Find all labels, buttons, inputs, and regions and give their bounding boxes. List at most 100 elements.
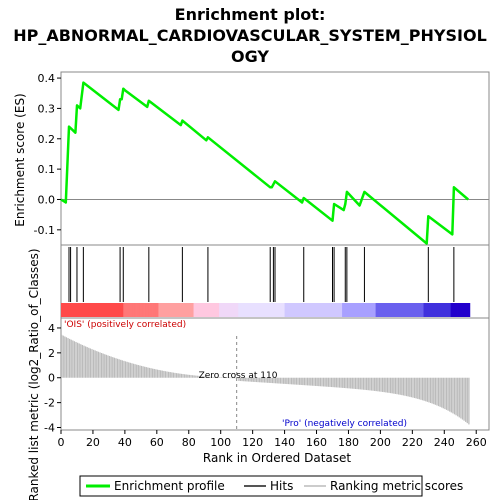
colorbar-segment — [209, 303, 212, 317]
colorbar-segment — [463, 303, 466, 317]
x-ticks: 0 20 40 60 80 100 120 140 160 180 200 220 240 260 — [58, 430, 487, 449]
ranking-metric-bar — [131, 363, 133, 378]
ranking-metric-bar — [405, 377, 408, 397]
colorbar-segment — [420, 303, 423, 317]
ranking-metric-bar — [286, 377, 288, 385]
x-tick-label: 120 — [242, 436, 263, 449]
colorbar-segment — [193, 303, 196, 317]
ranking-metric-bar — [123, 360, 125, 378]
colorbar-segment — [249, 303, 252, 317]
x-tick-label: 220 — [402, 436, 423, 449]
ranking-metric-bar — [361, 377, 363, 390]
x-tick-label: 20 — [86, 436, 100, 449]
ranking-metric-bar — [382, 377, 384, 392]
colorbar-segment — [215, 303, 218, 317]
enrichment-profile-line — [60, 81, 470, 245]
colorbar-segment — [337, 303, 340, 317]
ranking-metric-bar — [209, 376, 211, 378]
ranking-metric-bar — [225, 377, 227, 379]
colorbar-segment — [324, 303, 327, 317]
colorbar-segment — [302, 303, 305, 317]
ranking-metric-bar — [108, 355, 111, 378]
ranking-metric-bar — [394, 377, 397, 394]
colorbar-segment — [439, 303, 442, 317]
ranking-metric-bar — [102, 353, 104, 378]
colorbar-segment — [217, 303, 220, 317]
ranking-metric-bar — [81, 344, 84, 378]
ranking-metric-bar — [410, 377, 413, 398]
ranking-metric-bar — [351, 377, 353, 389]
ranking-metric-bar — [84, 346, 87, 378]
ranking-metric-bar — [211, 376, 213, 378]
colorbar-segment — [139, 303, 142, 317]
colorbar-segment — [191, 303, 194, 317]
colorbar-segment — [345, 303, 348, 317]
colorbar-segment — [175, 303, 178, 317]
ranking-metric-bar — [238, 377, 240, 381]
ranking-metric-bar — [334, 377, 336, 388]
colorbar-segment — [436, 303, 439, 317]
ranked-y-tick-label: -2 — [44, 397, 55, 410]
colorbar-segment — [156, 303, 159, 317]
ranking-metric-bar — [362, 377, 365, 390]
ranking-metric-bar — [132, 363, 135, 378]
ranking-metric-bar — [428, 377, 430, 403]
ranking-metric-bar — [96, 351, 98, 378]
ranking-metric-bar — [466, 377, 468, 424]
colorbar-segment — [91, 303, 94, 317]
ranking-metric-bar — [305, 377, 307, 386]
colorbar-segment — [382, 303, 384, 317]
ranking-metric-bar — [318, 377, 320, 387]
colorbar-segment — [142, 303, 145, 317]
colorbar-segment — [453, 303, 456, 317]
ranking-metric-bar — [112, 357, 114, 378]
colorbar-segment — [311, 303, 314, 317]
ranking-metric-bar — [155, 369, 157, 378]
ranking-metric-bar — [185, 374, 187, 378]
colorbar-segment — [144, 303, 147, 317]
ranking-metric-bar — [124, 361, 127, 378]
colorbar-segment — [375, 303, 378, 317]
ranking-metric-bar — [100, 353, 103, 378]
ranking-metric-bar — [338, 377, 341, 388]
colorbar-segment — [150, 303, 153, 317]
colorbar-segment — [147, 303, 150, 317]
x-tick-label: 100 — [210, 436, 231, 449]
colorbar-segment — [351, 303, 354, 317]
colorbar-segment — [230, 303, 233, 317]
colorbar-segment — [171, 303, 174, 317]
colorbar-segment — [421, 303, 424, 317]
colorbar-segment — [263, 303, 266, 317]
colorbar-segment — [273, 303, 276, 317]
colorbar-segment — [164, 303, 167, 317]
ranking-metric-bar — [94, 350, 96, 378]
colorbar-segment — [383, 303, 386, 317]
ranking-metric-bar — [92, 349, 95, 378]
ranking-metric-bar — [321, 377, 323, 387]
ranking-metric-bar — [316, 377, 318, 387]
colorbar-segment — [397, 303, 400, 317]
colorbar-segment — [445, 303, 448, 317]
ranking-metric-bar — [420, 377, 422, 400]
colorbar-segment — [458, 303, 461, 317]
ranking-metric-bar — [259, 377, 261, 383]
hits-group — [68, 247, 455, 302]
ranking-metric-bar — [356, 377, 358, 390]
ranking-metric-bar — [279, 377, 282, 384]
colorbar-segment — [412, 303, 415, 317]
colorbar-segment — [222, 303, 225, 317]
es-y-tick-label: 0.1 — [38, 163, 56, 176]
ranking-metric-bar — [76, 342, 79, 378]
colorbar-segment — [128, 303, 131, 317]
ranking-metric-bar — [104, 354, 106, 378]
colorbar-segment — [415, 303, 418, 317]
colorbar-segment — [343, 303, 346, 317]
ranked-y-tick-label: 4 — [48, 322, 55, 335]
ranking-metric-bar — [116, 358, 119, 378]
colorbar-segment — [332, 303, 335, 317]
ranking-metric-bar — [436, 377, 438, 406]
colorbar-segment — [120, 303, 123, 317]
colorbar-segment — [300, 303, 303, 317]
colorbar-segment — [81, 303, 84, 317]
colorbar-segment — [388, 303, 391, 317]
